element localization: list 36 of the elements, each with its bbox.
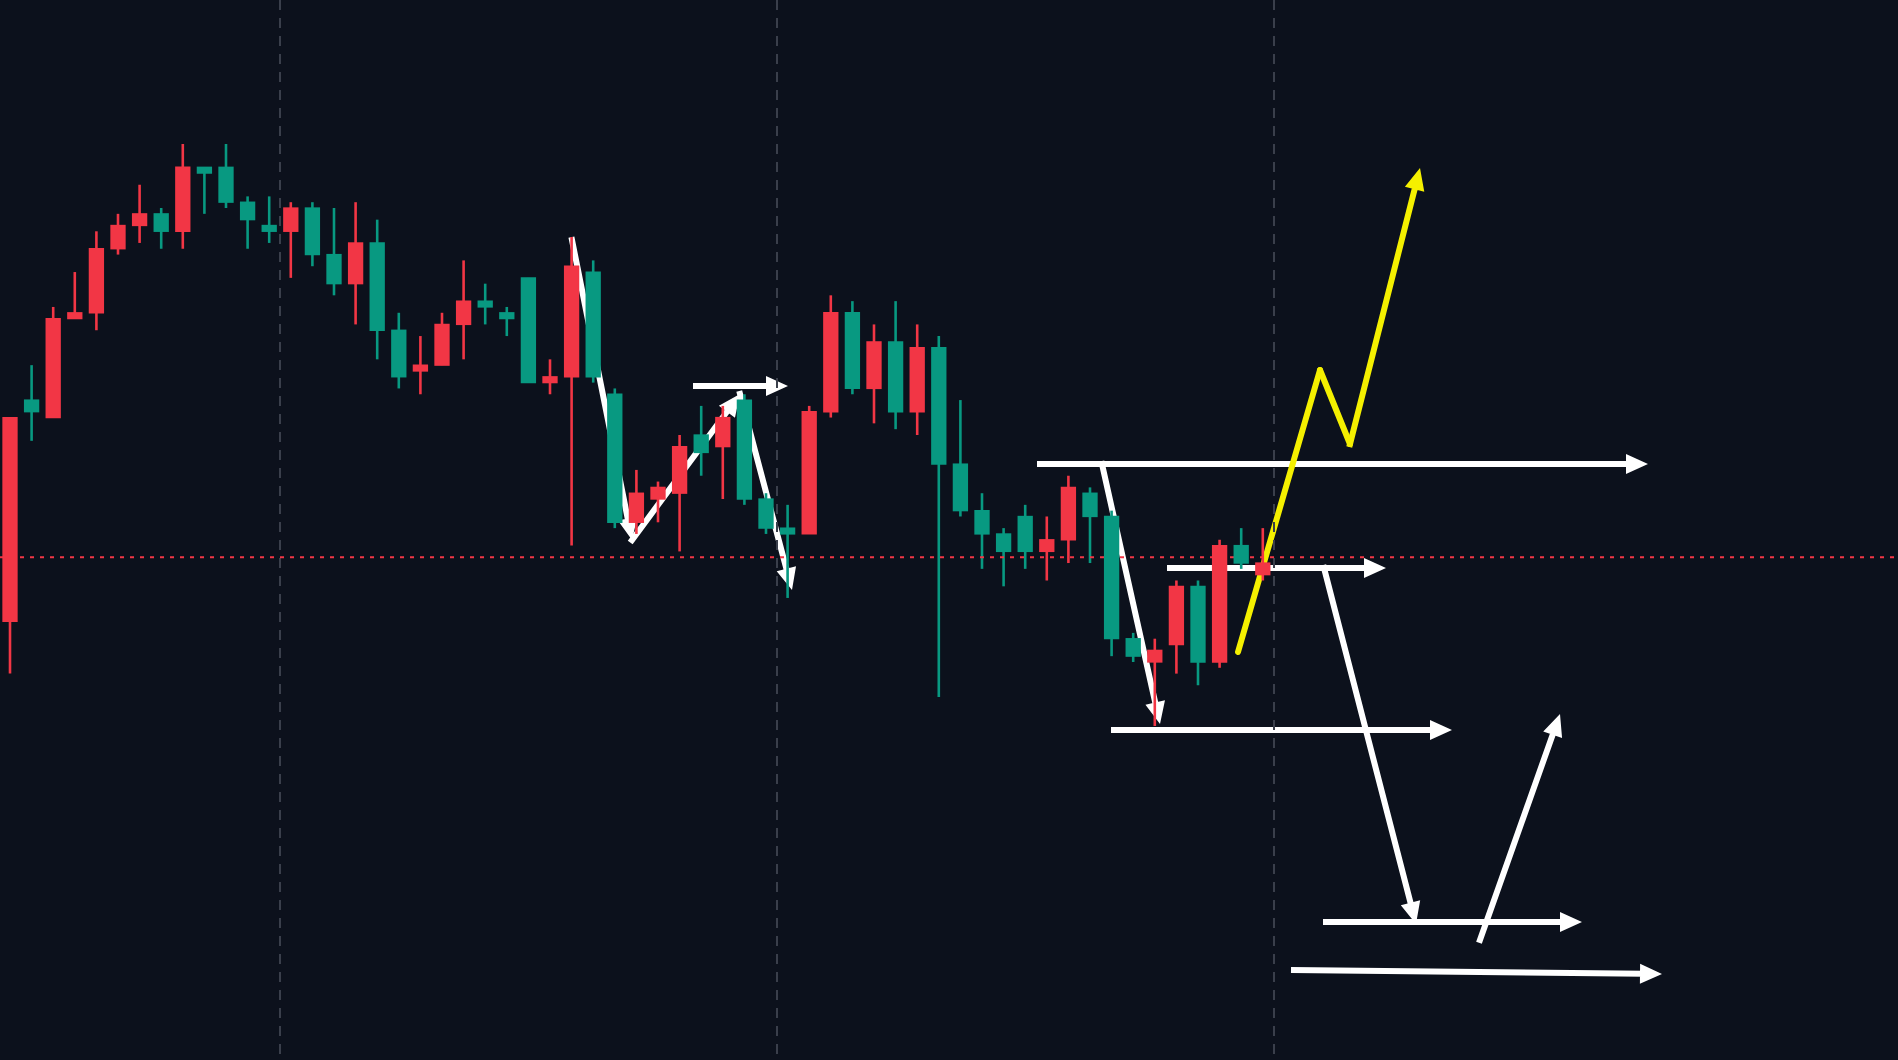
- candlestick: [1147, 637, 1163, 728]
- candlestick: [153, 206, 169, 251]
- candlestick: [628, 468, 645, 536]
- candlestick: [412, 334, 429, 396]
- candlestick: [283, 200, 299, 280]
- candlestick: [196, 165, 213, 216]
- candlestick: [542, 358, 558, 396]
- candlestick: [758, 491, 774, 536]
- candlestick: [650, 480, 666, 524]
- candlestick: [995, 526, 1012, 588]
- candlestick: [218, 142, 234, 210]
- candlestick: [67, 270, 83, 320]
- candlestick: [261, 195, 277, 245]
- candlestick: [326, 206, 342, 297]
- candlestick: [1233, 526, 1249, 571]
- candlestick: [866, 323, 882, 425]
- candlestick: [239, 195, 256, 251]
- candlestick: [499, 305, 515, 338]
- candlestick: [1082, 486, 1098, 565]
- candlestick: [693, 404, 709, 478]
- candlestick: [952, 398, 969, 518]
- candlestick: [23, 363, 40, 443]
- candlestick: [1017, 503, 1033, 571]
- candlestick: [304, 200, 321, 268]
- candlestick: [779, 503, 796, 600]
- candlestick: [110, 212, 126, 256]
- candlestick: [131, 183, 148, 245]
- candlestick: [391, 311, 407, 390]
- candlestick: [347, 200, 364, 326]
- candlestick: [434, 311, 450, 367]
- candlestick: [671, 433, 688, 553]
- candlestick: [715, 404, 731, 501]
- candlestick: [477, 282, 493, 326]
- candlestick: [974, 491, 990, 571]
- candlestick: [1125, 631, 1141, 664]
- candlestick: [455, 259, 472, 361]
